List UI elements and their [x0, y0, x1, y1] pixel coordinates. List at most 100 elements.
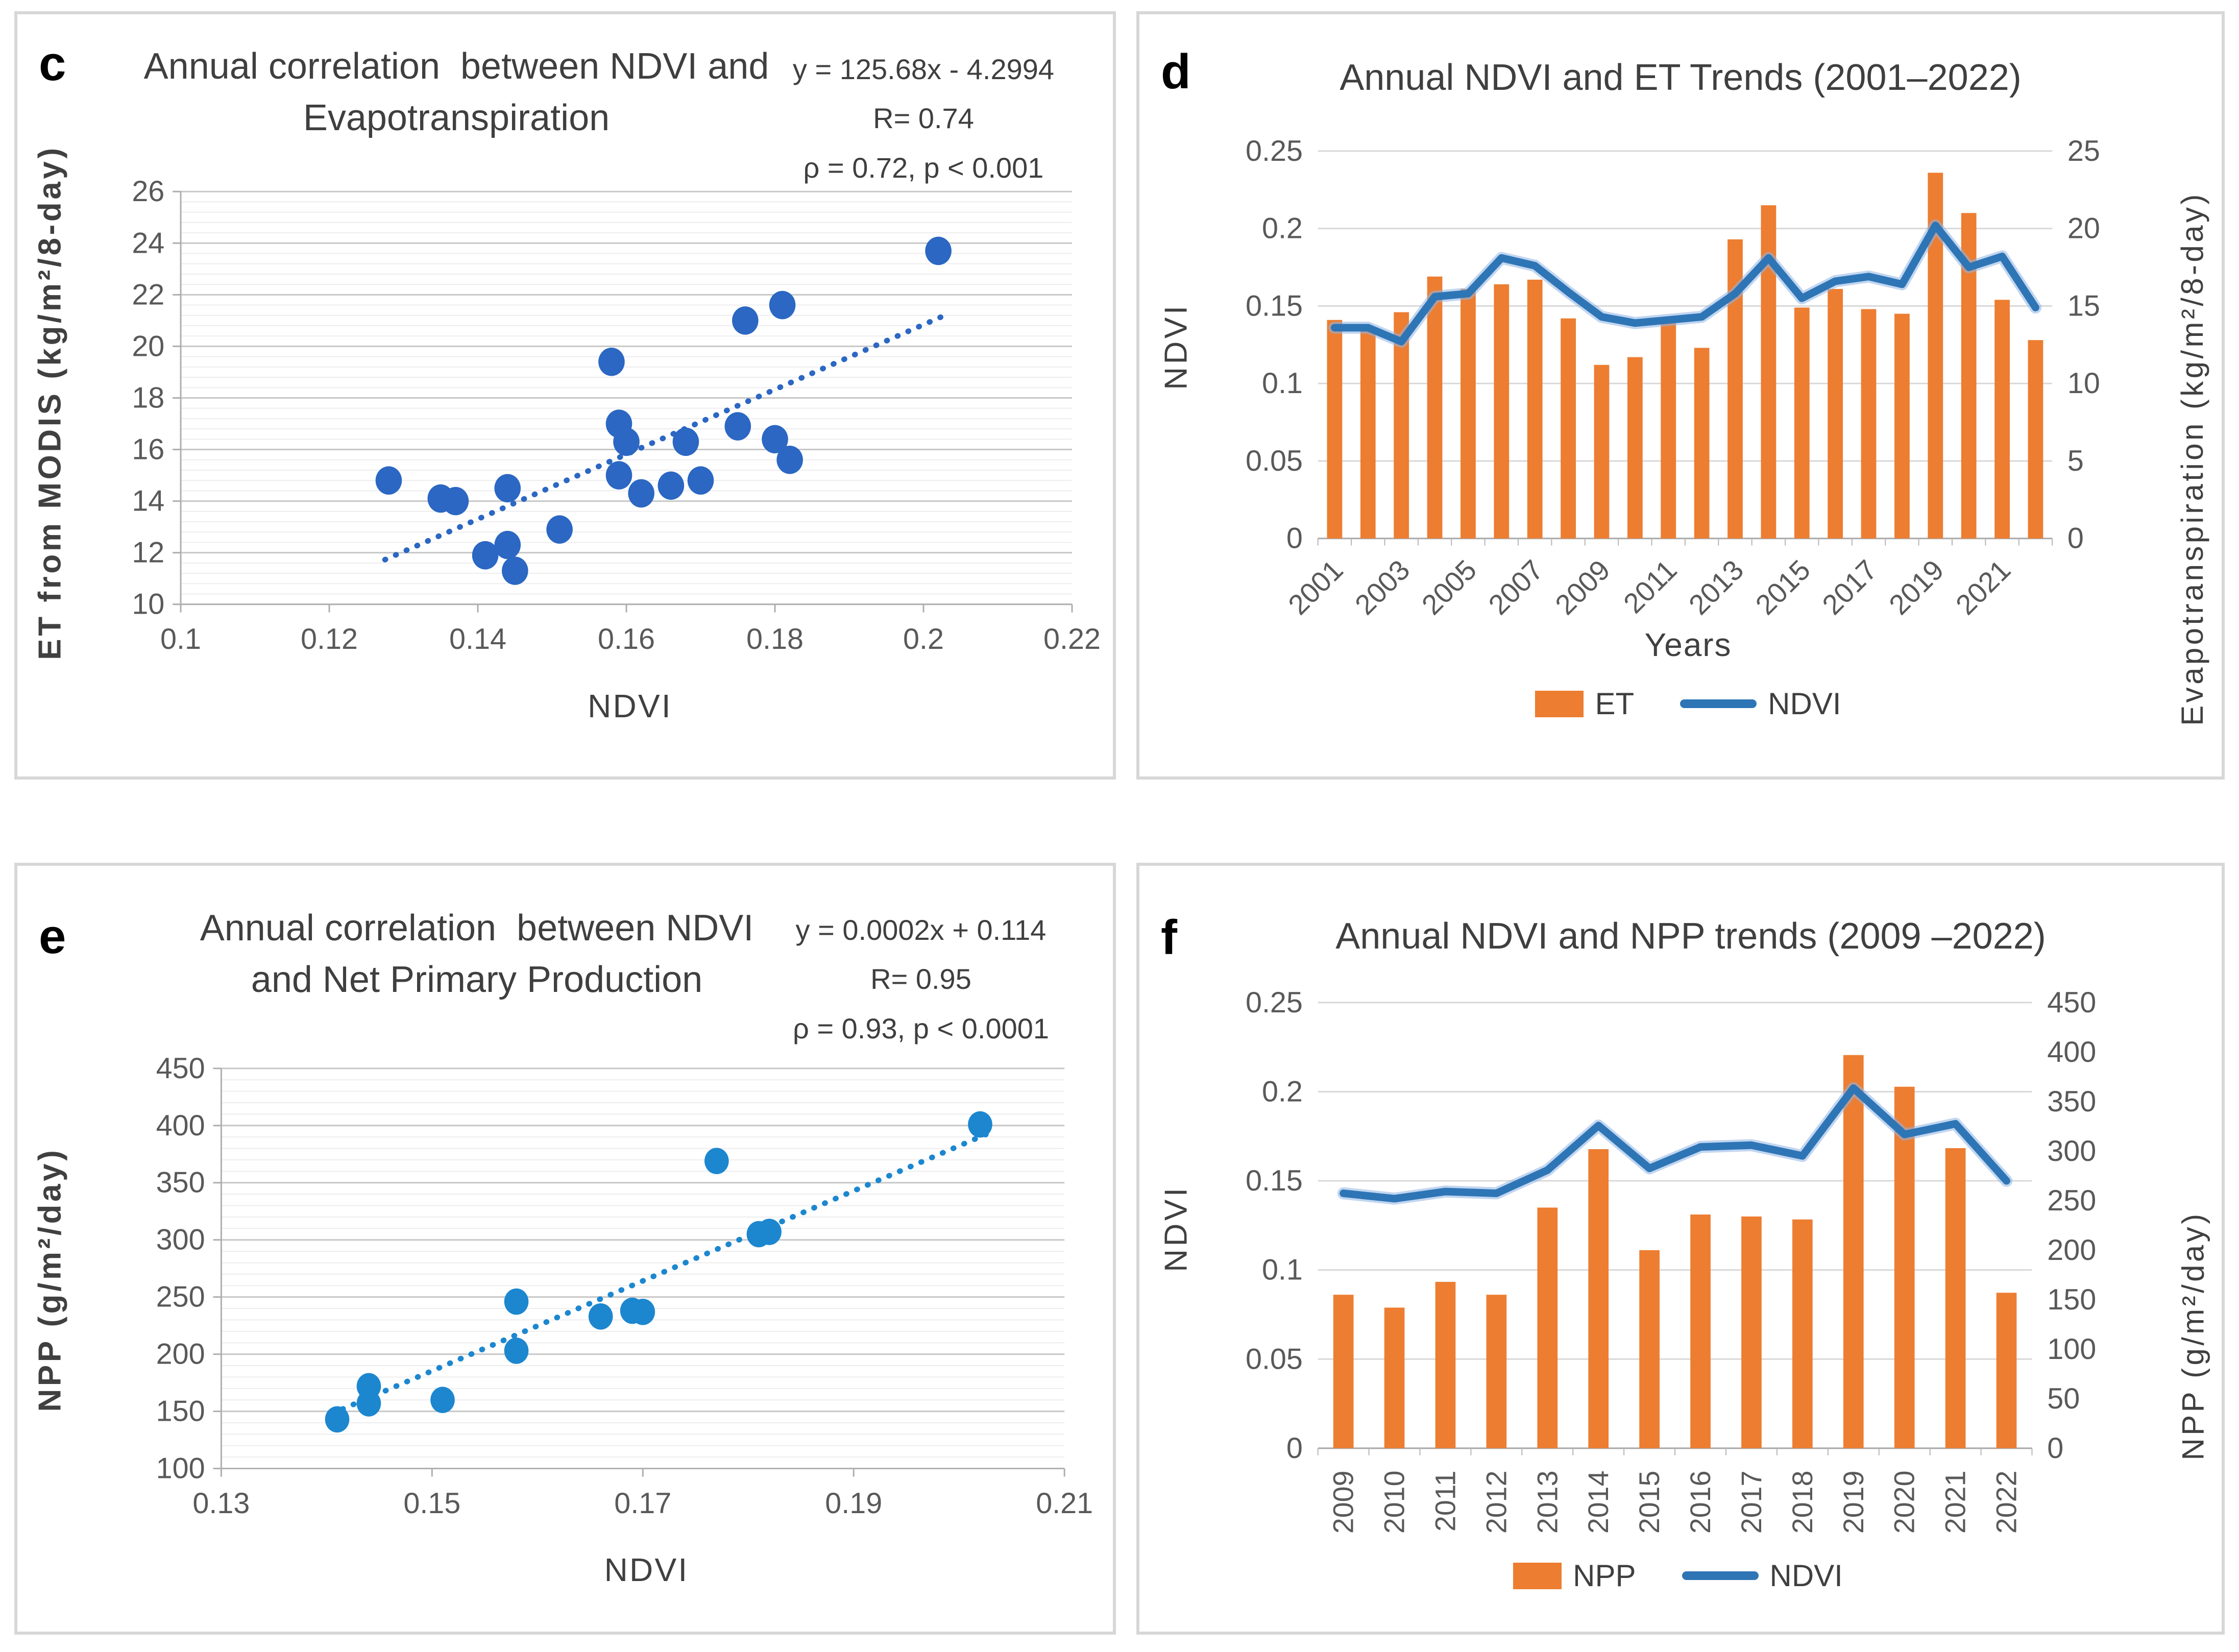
panel-letter: c [39, 36, 66, 91]
svg-text:2010: 2010 [1379, 1471, 1410, 1534]
svg-text:0.2: 0.2 [1262, 212, 1303, 245]
svg-text:2017: 2017 [1736, 1471, 1767, 1534]
svg-text:10: 10 [132, 588, 164, 621]
scatter-plot-c: 10 12 14 16 18 20 22 24 26 0.1 0.12 0.14 0.16 0.18 0.2… [132, 175, 1101, 655]
right-axis-title: NPP (g/m²/day) [2176, 1211, 2210, 1460]
svg-text:2015: 2015 [1634, 1471, 1665, 1534]
svg-text:0.16: 0.16 [598, 623, 655, 655]
y-axis-title: ET from MODIS (kg/m²/8-day) [32, 144, 68, 660]
svg-text:2021: 2021 [1950, 554, 2016, 621]
regression-rho-p: ρ = 0.72, p < 0.001 [803, 151, 1044, 184]
svg-text:150: 150 [2047, 1283, 2096, 1316]
svg-text:350: 350 [156, 1167, 205, 1199]
svg-text:0: 0 [1286, 1432, 1303, 1465]
x-axis-title: NDVI [604, 1551, 689, 1588]
svg-text:2022: 2022 [1991, 1471, 2023, 1534]
svg-text:2019: 2019 [1883, 554, 1950, 621]
chart-title-line: Annual correlation between NDVI and [143, 46, 769, 87]
svg-text:14: 14 [132, 485, 164, 518]
svg-text:250: 250 [156, 1281, 205, 1314]
left-axis-title: NDVI [1158, 1184, 1194, 1272]
svg-text:400: 400 [156, 1109, 205, 1142]
x-axis-title: NDVI [588, 688, 672, 724]
legend-ndvi-swatch [1680, 699, 1757, 708]
svg-text:0.05: 0.05 [1246, 445, 1303, 477]
svg-text:10: 10 [2067, 367, 2100, 400]
svg-text:0.25: 0.25 [1246, 986, 1303, 1019]
svg-text:24: 24 [132, 227, 164, 259]
svg-text:300: 300 [2047, 1135, 2096, 1168]
regression-rho-p: ρ = 0.93, p < 0.0001 [792, 1012, 1050, 1044]
panel-letter: e [39, 909, 66, 964]
svg-text:2017: 2017 [1816, 554, 1883, 621]
svg-text:2005: 2005 [1416, 554, 1482, 621]
legend-ndvi-swatch [1682, 1571, 1759, 1580]
svg-text:0.1: 0.1 [1262, 1254, 1303, 1286]
legend-label-et: ET [1595, 687, 1635, 721]
panel-f: 0 0.05 0.1 0.15 0.2 0.25 0 50 100 150 200 250 300 350… [1136, 863, 2225, 1635]
svg-text:2014: 2014 [1583, 1471, 1614, 1534]
regression-equation: y = 0.0002x + 0.114 [795, 914, 1047, 946]
chart-title-line: Annual correlation between NDVI [200, 908, 754, 949]
svg-text:0.21: 0.21 [1036, 1487, 1093, 1520]
left-axis-title: NDVI [1158, 302, 1194, 390]
svg-text:22: 22 [132, 278, 164, 311]
svg-text:300: 300 [156, 1224, 205, 1256]
svg-text:100: 100 [2047, 1333, 2096, 1366]
svg-text:0.15: 0.15 [1246, 289, 1303, 322]
legend-npp-swatch [1513, 1562, 1562, 1589]
svg-text:2016: 2016 [1685, 1471, 1716, 1534]
chart-title-line: Evapotranspiration [303, 97, 610, 138]
svg-text:2003: 2003 [1349, 554, 1416, 621]
svg-text:50: 50 [2047, 1382, 2080, 1415]
svg-text:0.15: 0.15 [403, 1487, 460, 1520]
svg-text:450: 450 [156, 1052, 205, 1085]
svg-text:400: 400 [2047, 1036, 2096, 1068]
chart-title-line: and Net Primary Production [251, 959, 703, 1000]
panel-letter: f [1161, 910, 1177, 965]
svg-text:0.14: 0.14 [449, 623, 506, 655]
svg-text:20: 20 [2067, 212, 2100, 245]
svg-text:0.25: 0.25 [1246, 135, 1303, 167]
svg-text:5: 5 [2067, 445, 2084, 477]
svg-text:2019: 2019 [1838, 1471, 1869, 1534]
regression-r: R= 0.74 [873, 102, 974, 135]
svg-text:0.2: 0.2 [1262, 1075, 1303, 1108]
right-axis-title: Evapotranspiration (kg/m²/8-day) [2175, 191, 2209, 726]
svg-text:100: 100 [156, 1452, 205, 1485]
svg-text:0.13: 0.13 [192, 1487, 250, 1520]
chart-title: Annual correlation between NDVI and Evap… [94, 41, 819, 144]
svg-text:0.15: 0.15 [1246, 1164, 1303, 1197]
svg-text:350: 350 [2047, 1085, 2096, 1118]
chart-title: Annual correlation between NDVI and Net … [94, 903, 860, 1006]
svg-text:2011: 2011 [1617, 554, 1683, 619]
panel-d: 0 0.05 0.1 0.15 0.2 0.25 0 5 10 15 20 25 2001 2003 200… [1136, 11, 2225, 780]
svg-text:12: 12 [132, 537, 164, 569]
svg-text:2013: 2013 [1683, 554, 1749, 621]
svg-text:2009: 2009 [1549, 554, 1616, 621]
svg-text:0.18: 0.18 [746, 623, 804, 655]
svg-text:450: 450 [2047, 986, 2096, 1019]
chart-title: Annual NDVI and NPP trends (2009 –2022) [1335, 916, 2046, 957]
svg-text:2015: 2015 [1749, 554, 1816, 621]
regression-stats: y = 0.0002x + 0.114 R= 0.95 ρ = 0.93, p … [737, 906, 1105, 1053]
svg-text:2001: 2001 [1282, 554, 1349, 621]
svg-text:0: 0 [2047, 1432, 2063, 1465]
legend-label-npp: NPP [1573, 1559, 1636, 1593]
legend-label-ndvi: NDVI [1768, 687, 1841, 721]
svg-text:0.1: 0.1 [1262, 367, 1303, 400]
svg-text:0.19: 0.19 [825, 1487, 882, 1520]
legend-label-ndvi: NDVI [1769, 1559, 1843, 1593]
svg-text:18: 18 [132, 381, 164, 414]
chart-title: Annual NDVI and ET Trends (2001–2022) [1340, 57, 2022, 98]
svg-text:16: 16 [132, 433, 164, 466]
x-axis-title: Years [1644, 626, 1732, 663]
svg-text:2021: 2021 [1940, 1471, 1972, 1534]
svg-text:200: 200 [2047, 1234, 2096, 1267]
svg-text:250: 250 [2047, 1184, 2096, 1217]
legend-et-swatch [1535, 690, 1584, 717]
panel-letter: d [1161, 44, 1191, 99]
combo-chart-f: 0 0.05 0.1 0.15 0.2 0.25 0 50 100 150 200 250 300 350… [1246, 986, 2096, 1534]
